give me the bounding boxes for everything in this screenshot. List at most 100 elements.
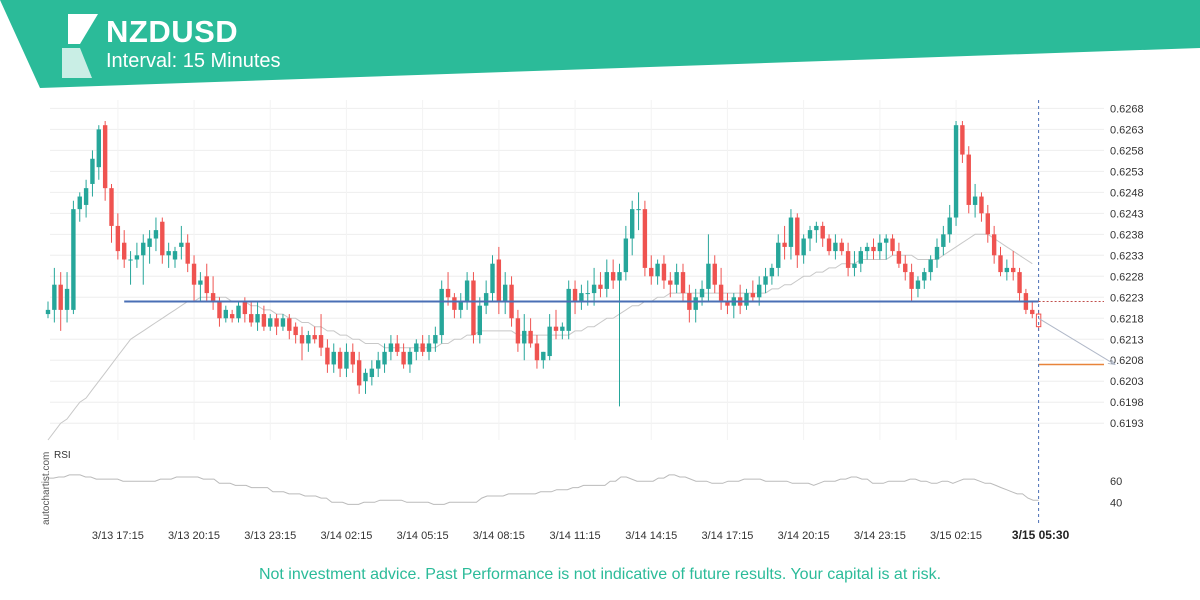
candle-body [712,263,717,285]
chart-grid [50,100,1104,440]
candle-body [553,326,559,331]
candle [420,335,425,357]
disclaimer: Not investment advice. Past Performance … [258,566,942,583]
candle-body [318,335,324,348]
candle [147,230,152,264]
candle-body [795,217,800,256]
candle-body [229,314,235,319]
candle [204,263,209,302]
candle [134,242,140,268]
x-tick-label: 3/14 17:15 [701,530,753,542]
candle-body [845,251,851,268]
candle [191,255,197,302]
candle [96,125,101,180]
candle [1017,267,1022,302]
candle-body [801,238,806,256]
candle [344,343,349,378]
candle-body [674,272,679,285]
x-tick-label: 3/14 20:15 [778,530,830,542]
candle [426,335,432,361]
candle [306,330,311,352]
candle [58,272,63,331]
candle-body [877,242,883,252]
candle-body [706,263,711,289]
candle-body [630,209,635,239]
candle-body [788,217,794,247]
candle [807,225,813,252]
candle-body [534,343,540,361]
candle-body [591,284,597,294]
candle [71,200,76,315]
candle [452,293,457,319]
candle-body [249,314,254,323]
candle-body [769,267,775,277]
candle [236,301,241,323]
candle-body [191,263,197,285]
candle-body [699,288,705,298]
candle [331,343,336,373]
interval-subtitle: Interval: 15 Minutes [106,50,281,72]
candle-body [496,259,502,302]
candle [776,234,781,277]
candle [674,263,679,294]
candle-body [166,251,171,256]
candle [553,309,559,340]
candle-body [401,351,406,365]
candle-body [1017,272,1022,294]
candle-body [122,242,127,260]
candle-body [287,318,292,331]
candle-body [1030,309,1035,315]
candle [172,246,178,268]
price-axis-labels: 0.6268 0.6263 0.6258 0.6253 0.6248 0.6243 0.62… [1110,103,1144,430]
candle-body [655,263,660,277]
candle [610,259,616,289]
candle-body [64,288,70,310]
candle-body [388,343,394,352]
candle [401,343,406,369]
candle-body [77,196,82,210]
candle [312,326,317,344]
candle [534,335,540,369]
candle [318,314,324,357]
candle-body [337,351,343,369]
candle-body [414,343,419,352]
candle [769,263,775,285]
candle-body [134,255,140,260]
candle [325,339,330,373]
candle [115,213,121,260]
candle-body [909,272,914,289]
candle [953,120,959,226]
candle-body [871,246,876,252]
candle [744,288,749,310]
candle-body [382,351,387,365]
x-tick-label: 3/13 20:15 [168,530,220,542]
candle-body [725,301,730,306]
candle-body [299,335,305,344]
candle [547,314,552,361]
candle-body [45,309,51,315]
candle-body [1011,267,1016,273]
candle [877,234,883,260]
x-tick-label: 3/13 17:15 [92,530,144,542]
x-tick-label: 3/14 14:15 [625,530,677,542]
candle [788,209,794,260]
candle-body [477,305,482,336]
candle-body [928,259,933,273]
candle [45,301,51,319]
candle [268,314,273,331]
candle-body [71,209,76,310]
candle-body [864,246,870,252]
candle [814,221,819,243]
candle [490,255,495,302]
candle-body [160,221,165,256]
candle [566,280,571,340]
x-tick-label: 3/14 11:15 [549,530,600,542]
y-tick-label: 0.6263 [1110,124,1144,136]
candle [83,179,89,218]
candle [782,225,787,260]
candle [407,347,413,373]
candle [1035,309,1042,331]
y-tick-label: 0.6253 [1110,166,1144,178]
candle-body [610,272,616,281]
